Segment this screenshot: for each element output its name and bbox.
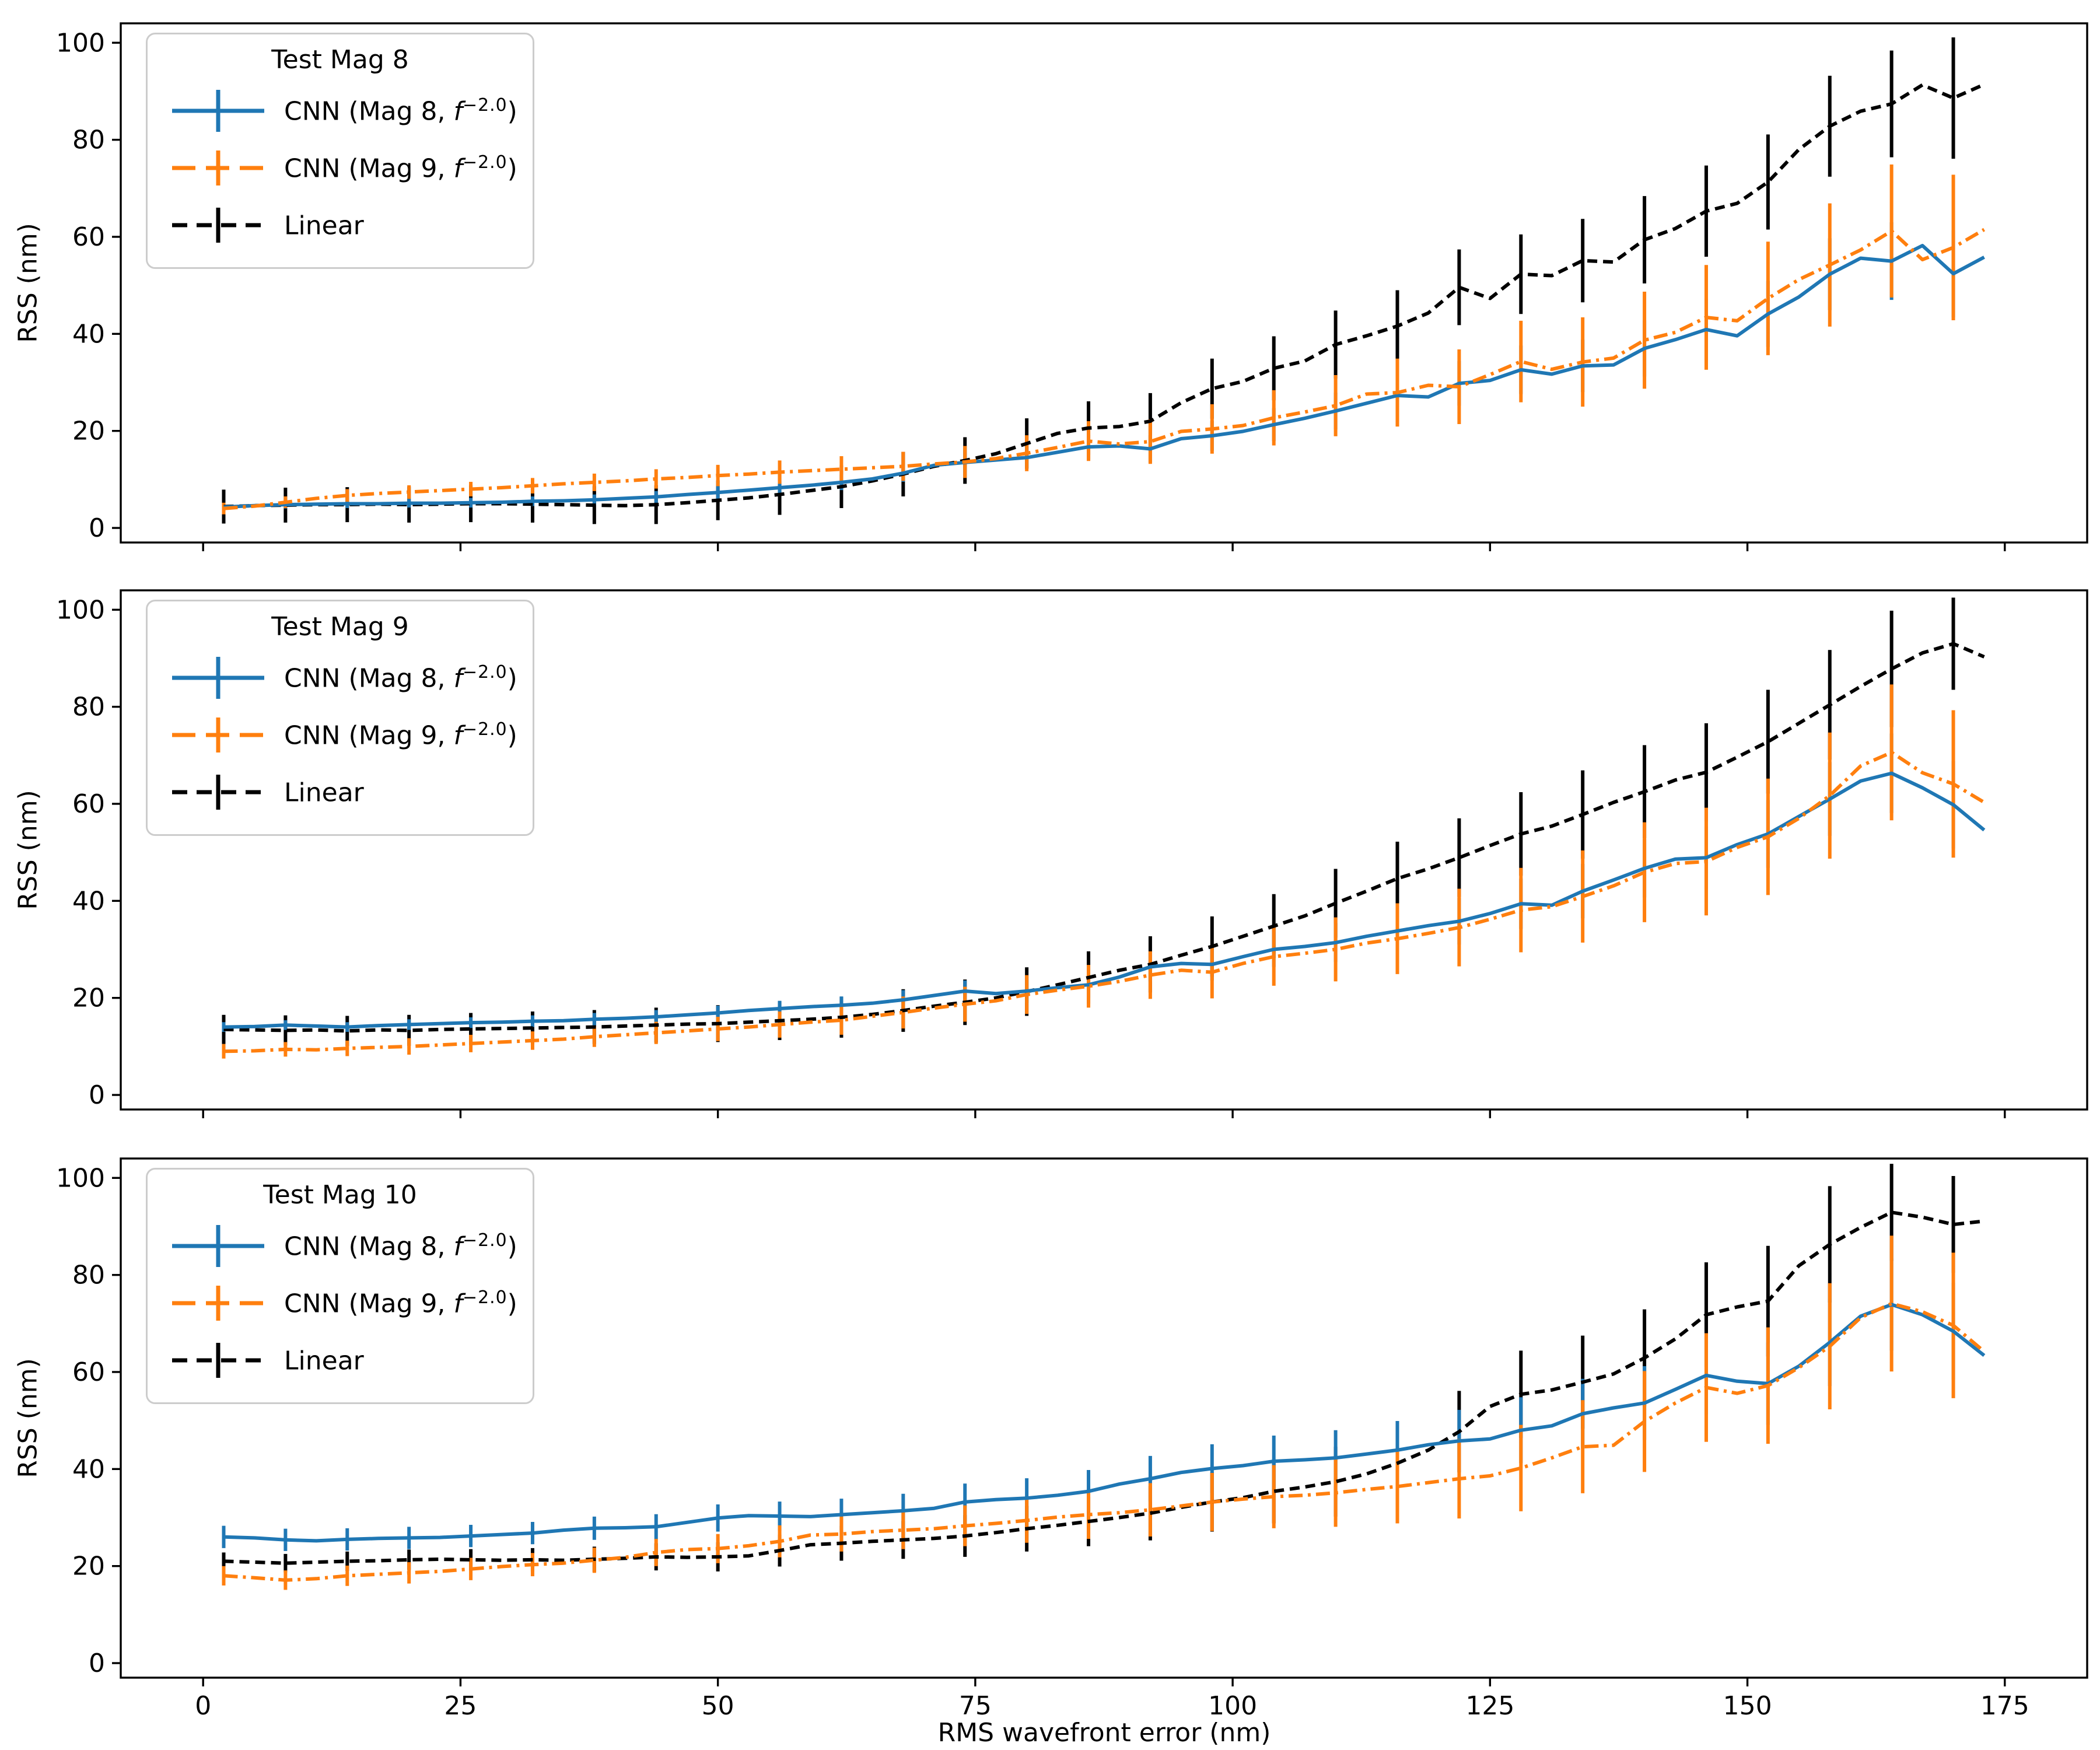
legend-label: CNN (Mag 9, f−2.0) <box>284 152 517 184</box>
legend-label: Linear <box>284 778 364 808</box>
legend-entry-cnn-mag9: CNN (Mag 9, f−2.0) <box>169 1279 533 1328</box>
legend-label: CNN (Mag 9, f−2.0) <box>284 719 517 751</box>
legend-entry-linear: Linear <box>169 768 533 817</box>
y-tick-label: 40 <box>72 319 105 349</box>
legend-entry-linear: Linear <box>169 1336 533 1385</box>
legend-label: CNN (Mag 8, f−2.0) <box>284 95 517 127</box>
legend-title: Test Mag 8 <box>271 45 409 75</box>
x-tick-label: 25 <box>444 1691 477 1721</box>
y-tick-label: 80 <box>72 692 105 722</box>
errorbar-glyph-blue-icon <box>172 1225 264 1267</box>
legend-entry-cnn-mag8: CNN (Mag 8, f−2.0) <box>169 86 533 135</box>
legend-entry-cnn-mag8: CNN (Mag 8, f−2.0) <box>169 1222 533 1270</box>
y-tick-label: 20 <box>72 416 105 446</box>
y-tick-label: 80 <box>72 1261 105 1290</box>
y-axis-label-middle: RSS (nm) <box>13 790 43 910</box>
series-line-linear <box>223 1210 1985 1565</box>
errorbar-glyph-orange-icon <box>172 150 264 186</box>
y-tick-label: 80 <box>72 125 105 155</box>
y-tick-label: 60 <box>72 789 105 819</box>
x-tick-label: 175 <box>1980 1691 2029 1721</box>
x-tick-label: 75 <box>959 1691 992 1721</box>
legend-entry-cnn-mag9: CNN (Mag 9, f−2.0) <box>169 144 533 192</box>
series-line-linear <box>223 642 1985 1033</box>
y-tick-label: 40 <box>72 1454 105 1484</box>
x-axis-label: RMS wavefront error (nm) <box>937 1718 1271 1748</box>
subplot-test-mag-8: 0 20 40 60 80 100 <box>56 22 2088 551</box>
errorbar-glyph-orange-icon <box>172 718 264 752</box>
y-tick-label: 20 <box>72 1552 105 1581</box>
errorbar-glyph-black-icon <box>172 775 264 810</box>
x-tick-label: 50 <box>702 1691 734 1721</box>
y-tick-label: 60 <box>72 1357 105 1387</box>
legend-title: Test Mag 9 <box>271 612 409 642</box>
legend-entry-linear: Linear <box>169 201 533 250</box>
legend-label: CNN (Mag 9, f−2.0) <box>284 1287 517 1319</box>
x-tick-label: 150 <box>1723 1691 1772 1721</box>
y-tick-label: 60 <box>72 222 105 252</box>
axes-spines <box>120 589 2088 1111</box>
errorbar-glyph-black-icon <box>172 1343 264 1378</box>
axes-spines <box>120 1157 2088 1679</box>
legend-label: Linear <box>284 1346 364 1376</box>
errorbar-glyph-blue-icon <box>172 657 264 699</box>
series-line-linear <box>223 83 1985 509</box>
series-line-cnn-mag9 <box>223 228 1986 510</box>
x-tick-label: 125 <box>1465 1691 1514 1721</box>
legend-label: CNN (Mag 8, f−2.0) <box>284 1230 517 1262</box>
legend-test-mag-10: Test Mag 10 CNN (Mag 8, f−2.0) CNN (Mag … <box>146 1168 534 1404</box>
series-line-cnn-mag8 <box>223 1303 1986 1543</box>
errorbar-glyph-blue-icon <box>172 90 264 132</box>
y-tick-label: 40 <box>72 886 105 916</box>
x-tick-label: 0 <box>195 1691 211 1721</box>
x-tick-label: 100 <box>1208 1691 1257 1721</box>
series-line-cnn-mag8 <box>223 244 1985 509</box>
legend-label: Linear <box>284 211 364 241</box>
y-tick-label: 0 <box>89 1648 105 1678</box>
series-line-cnn-mag9 <box>223 1301 1986 1582</box>
y-tick-label: 100 <box>56 1163 105 1193</box>
series-line-cnn-mag8 <box>223 771 1986 1029</box>
y-axis-label-top: RSS (nm) <box>13 223 43 343</box>
errorbar-glyph-black-icon <box>172 208 264 243</box>
y-axis-label-bottom: RSS (nm) <box>13 1358 43 1478</box>
y-tick-label: 100 <box>56 595 105 625</box>
legend-entry-cnn-mag8: CNN (Mag 8, f−2.0) <box>169 653 533 702</box>
legend-title: Test Mag 10 <box>263 1180 417 1210</box>
legend-test-mag-9: Test Mag 9 CNN (Mag 8, f−2.0) CNN (Mag 9… <box>146 600 534 836</box>
legend-entry-cnn-mag9: CNN (Mag 9, f−2.0) <box>169 710 533 760</box>
subplot-test-mag-10: 0 25 50 75 100 125 150 175 0 20 40 60 80 100 <box>56 1157 2088 1721</box>
axes-spines <box>120 22 2088 544</box>
y-tick-label: 100 <box>56 28 105 58</box>
errorbar-glyph-orange-icon <box>172 1286 264 1321</box>
legend-test-mag-8: Test Mag 8 CNN (Mag 8, f−2.0) CNN (Mag 9… <box>146 33 534 269</box>
y-tick-label: 0 <box>89 1080 105 1110</box>
series-line-cnn-mag9 <box>223 750 1986 1054</box>
subplot-test-mag-9: 0 20 40 60 80 100 <box>56 589 2088 1118</box>
legend-label: CNN (Mag 8, f−2.0) <box>284 662 517 694</box>
y-tick-label: 0 <box>89 513 105 543</box>
y-tick-label: 20 <box>72 984 105 1013</box>
